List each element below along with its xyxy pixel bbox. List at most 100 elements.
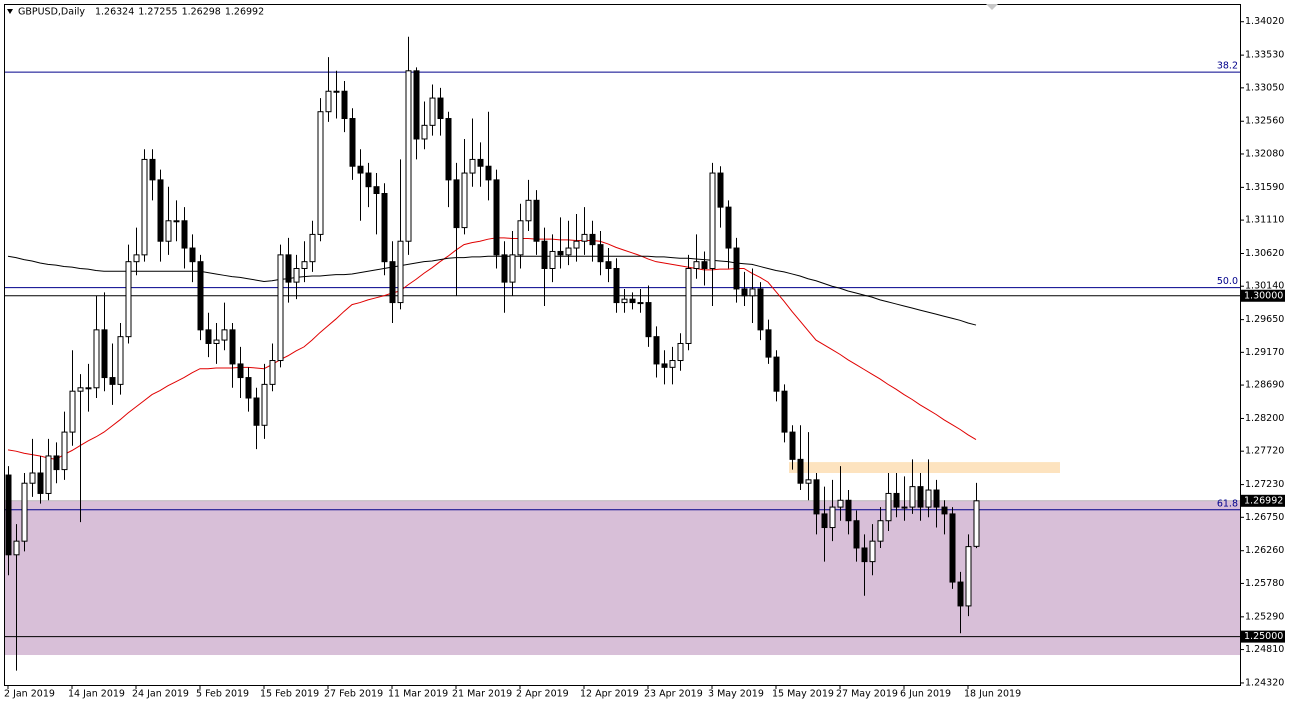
candle-body — [261, 383, 268, 426]
candle-body — [869, 540, 876, 563]
x-tick-label: 5 Feb 2019 — [196, 689, 249, 700]
candle-body — [69, 390, 76, 433]
candle-body — [789, 431, 796, 460]
x-tick-label: 11 Mar 2019 — [388, 689, 448, 700]
candle-body — [701, 261, 708, 269]
candle-body — [325, 90, 332, 113]
candle-body — [37, 472, 44, 494]
candle-body — [765, 329, 772, 358]
candle-body — [845, 499, 852, 522]
candle-body — [101, 329, 108, 379]
current-price-label: 1.26992 — [1244, 495, 1283, 506]
y-tick-label: 1.30620 — [1245, 248, 1284, 259]
candle-body — [533, 199, 540, 242]
y-tick-label: 1.33050 — [1245, 82, 1284, 93]
candle-body — [685, 267, 692, 344]
candle-body — [821, 513, 828, 529]
y-tick-label: 1.31110 — [1245, 215, 1284, 226]
candle-body — [501, 254, 508, 283]
candle-body — [653, 336, 660, 365]
candle-body — [253, 397, 260, 426]
candle-body — [429, 97, 436, 126]
quote-value: 1.26992 — [225, 7, 264, 18]
price-label-box — [1241, 289, 1285, 302]
candle-body — [461, 172, 468, 229]
candle-body — [725, 206, 732, 249]
candle-body — [229, 329, 236, 365]
candle-body — [405, 70, 412, 242]
candle-body — [21, 482, 28, 542]
candle-body — [373, 186, 380, 195]
candle-body — [541, 240, 548, 269]
y-tick-label: 1.34020 — [1245, 16, 1284, 27]
candle-body — [805, 479, 812, 484]
fib-label: 61.8 — [1217, 498, 1238, 509]
x-tick-label: 21 Mar 2019 — [452, 689, 512, 700]
x-tick-label: 23 Apr 2019 — [644, 689, 703, 700]
x-tick-label: 12 Apr 2019 — [580, 689, 639, 700]
candle-body — [133, 254, 140, 263]
candle-body — [781, 390, 788, 433]
candle-body — [221, 329, 228, 341]
candle-body — [333, 90, 340, 93]
candle-body — [877, 520, 884, 542]
candle-body — [165, 220, 172, 242]
x-tick-label: 27 Feb 2019 — [324, 689, 383, 700]
y-tick-label: 1.30140 — [1245, 281, 1284, 292]
y-tick-label: 1.28690 — [1245, 380, 1284, 391]
candle-body — [237, 363, 244, 379]
quote-value: 1.26324 — [95, 7, 134, 18]
x-tick-label: 15 May 2019 — [772, 689, 834, 700]
candle-body — [629, 298, 636, 304]
candle-body — [77, 387, 84, 392]
candle-body — [149, 158, 156, 181]
candle-body — [317, 111, 324, 235]
candle-body — [941, 506, 948, 515]
candle-body — [13, 540, 20, 556]
overlay: 38.2 50.0 61.8 — [1217, 61, 1238, 510]
x-tick-label: 24 Jan 2019 — [132, 689, 189, 700]
candle-body — [733, 247, 740, 290]
y-tick-label: 1.27230 — [1245, 479, 1284, 490]
candle-body — [749, 288, 756, 297]
candle-body — [389, 261, 396, 304]
candle-body — [925, 489, 932, 508]
y-tick-label: 1.25290 — [1245, 611, 1284, 622]
shift-marker — [986, 4, 998, 10]
candle-body — [53, 455, 60, 471]
candle-body — [565, 247, 572, 256]
chart-title: GBPUSD,Daily — [18, 7, 85, 18]
candle-body — [5, 474, 12, 556]
candle-body — [949, 513, 956, 583]
price-label-box — [1241, 630, 1285, 643]
candle-body — [813, 479, 820, 515]
candle-body — [517, 220, 524, 256]
candle-body — [109, 377, 116, 385]
candle-body — [645, 302, 652, 338]
y-tick-label: 1.24320 — [1245, 677, 1284, 688]
candle-body — [885, 492, 892, 522]
plot-frame — [4, 4, 1241, 686]
candle-body — [173, 220, 180, 223]
y-tick-label: 1.32560 — [1245, 116, 1284, 127]
y-tick-label: 1.25780 — [1245, 578, 1284, 589]
candle-body — [285, 254, 292, 283]
candle-body — [661, 363, 668, 368]
candle-body — [421, 124, 428, 140]
candle-body — [957, 581, 964, 607]
candle-body — [469, 158, 476, 174]
candle-body — [61, 431, 68, 471]
moving-average — [7, 237, 977, 460]
x-tick-label: 2 Apr 2019 — [516, 689, 569, 700]
candle-body — [581, 233, 588, 242]
candle-body — [709, 172, 716, 269]
lines — [4, 71, 1240, 638]
candle-body — [757, 288, 764, 331]
candle-body — [669, 360, 676, 368]
candle-body — [797, 458, 804, 484]
candle-body — [269, 360, 276, 385]
candle-body — [597, 244, 604, 263]
fib-label: 50.0 — [1217, 276, 1238, 287]
candle-body — [493, 179, 500, 256]
candle-body — [413, 70, 420, 140]
